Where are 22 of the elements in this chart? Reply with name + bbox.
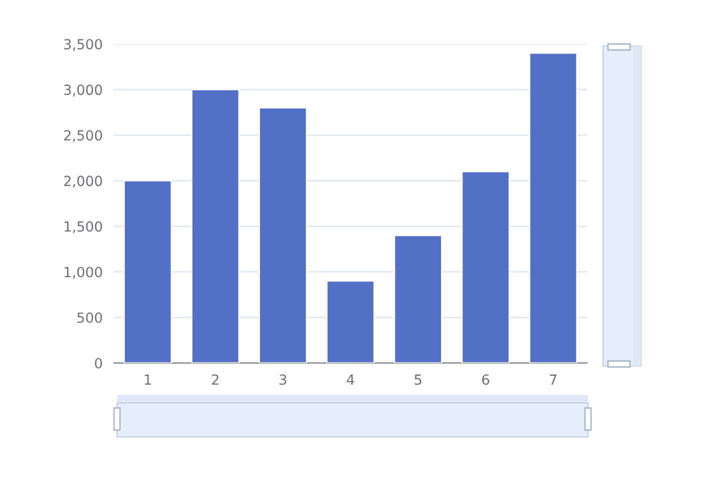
bar <box>394 234 442 363</box>
y-tick-label: 3,000 <box>64 84 102 96</box>
y-tick-label: 2,000 <box>64 176 102 188</box>
x-tick-label: 6 <box>482 374 490 385</box>
bar <box>123 180 172 363</box>
x-tick-label: 7 <box>550 374 556 385</box>
y-tick-label: 1,000 <box>64 266 102 279</box>
x-tick-label: 1 <box>144 374 151 385</box>
bar <box>326 280 375 363</box>
y-tick-label: 0 <box>94 358 102 368</box>
y-tick-label: 1,500 <box>64 221 102 234</box>
bar <box>258 107 308 363</box>
bar <box>461 170 510 363</box>
x-tick-label: 3 <box>280 374 286 385</box>
x-tick-label: 2 <box>212 374 218 385</box>
y-tick-label: 3,500 <box>64 38 102 51</box>
bar <box>528 52 578 363</box>
y-tick-label: 2,500 <box>64 130 102 142</box>
bar <box>191 88 240 363</box>
x-tick-label: 5 <box>414 374 422 385</box>
x-tick-label: 4 <box>346 374 354 385</box>
y-tick-label: 500 <box>77 312 102 323</box>
